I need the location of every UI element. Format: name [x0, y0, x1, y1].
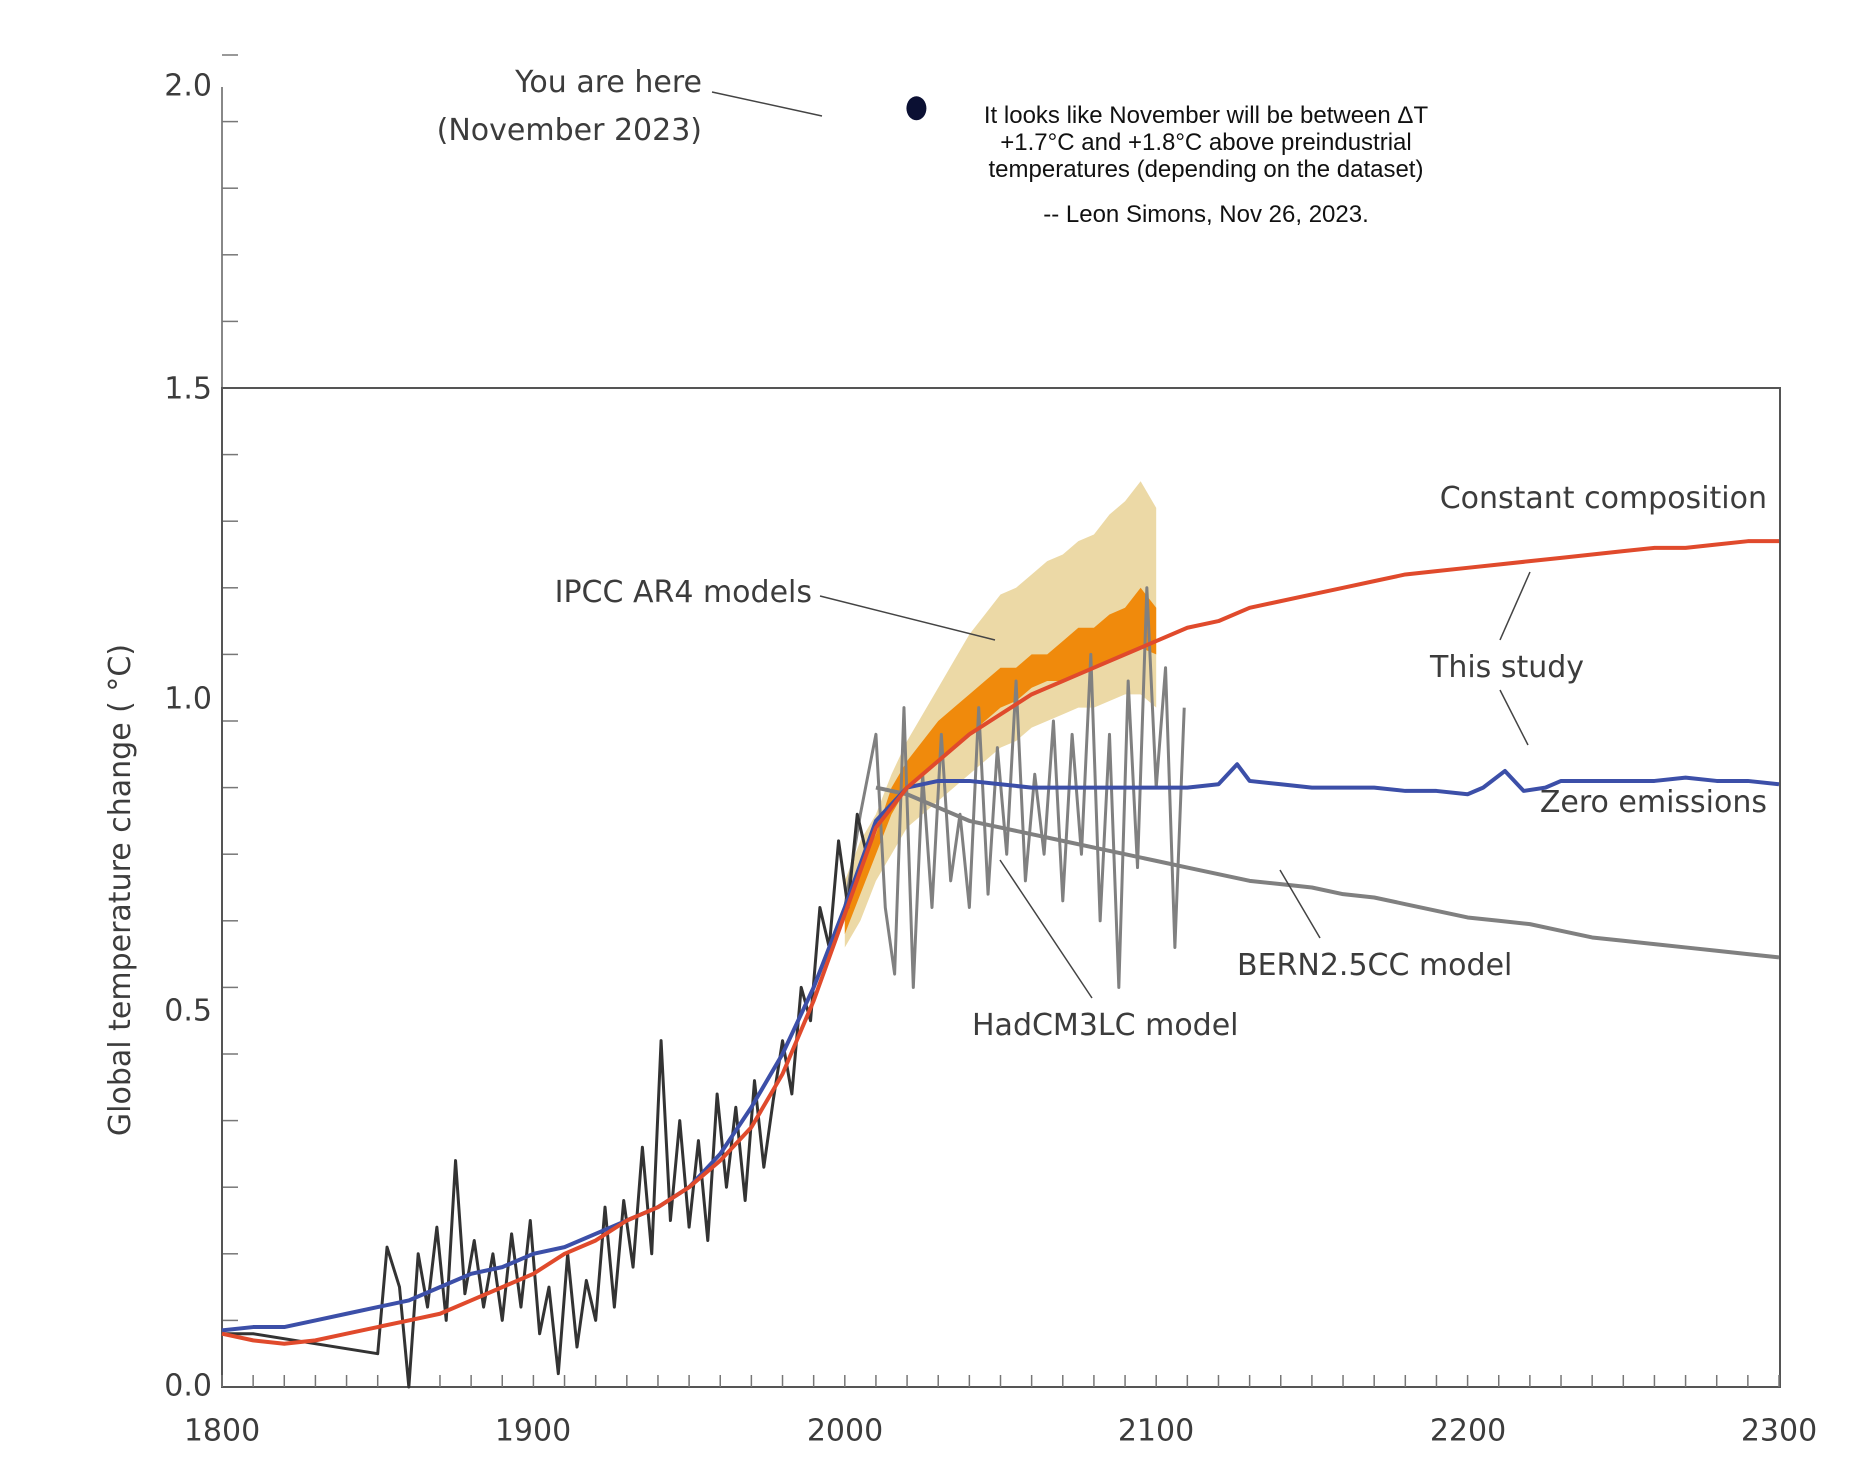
x-tick-label-3: 2100: [1118, 1414, 1194, 1449]
label-zero-emissions: Zero emissions: [1540, 785, 1767, 820]
y-axis: 0.0 0.5 1.0 1.5 2.0 Global temperature c…: [103, 54, 238, 1404]
x-tick-label-2: 2000: [807, 1414, 883, 1449]
plot-frame: [221, 387, 1781, 1388]
note-line-2: +1.7°C and +1.8°C above preindustrial: [1000, 129, 1411, 156]
note-attribution: -- Leon Simons, Nov 26, 2023.: [1043, 201, 1369, 228]
label-november-2023: (November 2023): [437, 113, 702, 148]
leader-hadcm: [999, 859, 1093, 999]
series-zero-emissions: [221, 762, 1780, 1333]
series-this-study: [221, 539, 1779, 1346]
leader-lines: [711, 91, 1531, 999]
leader-ipcc: [819, 595, 996, 641]
series-observed: [222, 812, 869, 1389]
label-you-are-here: You are here: [514, 65, 702, 100]
note-line-1: It looks like November will be between Δ…: [984, 102, 1429, 129]
x-tick-label-1: 1900: [495, 1414, 571, 1449]
series-bern2-5cc-model: [875, 785, 1780, 960]
y-tick-label-4: 2.0: [164, 69, 212, 104]
leader-this-study-upper: [1499, 571, 1531, 641]
y-tick-label-1: 0.5: [164, 994, 212, 1029]
label-constant-composition: Constant composition: [1440, 481, 1767, 516]
label-hadcm: HadCM3LC model: [972, 1008, 1239, 1043]
y-axis-label: Global temperature change ( °C): [103, 644, 138, 1136]
label-this-study: This study: [1429, 650, 1584, 685]
x-minor-ticks: [221, 1375, 1780, 1387]
y-tick-label-2: 1.0: [164, 682, 212, 717]
leader-this-study-lower: [1499, 689, 1529, 746]
label-bern: BERN2.5CC model: [1237, 948, 1512, 983]
you-are-here-point: [906, 96, 927, 121]
y-tick-label-0: 0.0: [164, 1369, 212, 1404]
leader-you-are-here: [711, 91, 823, 117]
x-tick-label-5: 2300: [1741, 1414, 1817, 1449]
note-line-3: temperatures (depending on the dataset): [989, 156, 1424, 183]
label-ipcc-ar4: IPCC AR4 models: [555, 575, 812, 610]
series-layer: [221, 96, 1780, 1389]
x-tick-label-0: 1800: [184, 1414, 260, 1449]
annotation-note: It looks like November will be between Δ…: [984, 102, 1429, 228]
series-hadcm3lc-model: [843, 586, 1186, 989]
y-minor-ticks: [222, 54, 238, 1388]
y-tick-label-3: 1.5: [164, 372, 212, 407]
leader-bern: [1279, 869, 1321, 939]
x-axis: 1800 1900 2000 2100 2200 2300: [184, 1375, 1817, 1449]
x-tick-label-4: 2200: [1430, 1414, 1506, 1449]
